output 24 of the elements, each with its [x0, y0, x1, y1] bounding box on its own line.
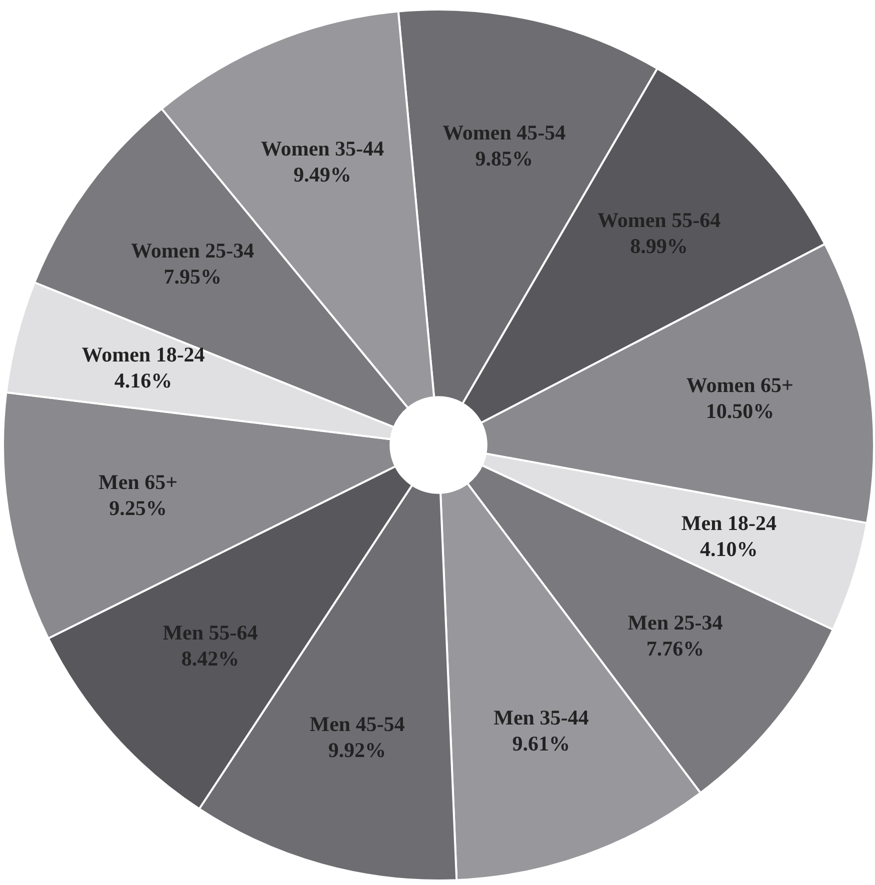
- slice-label: Women 35-44: [260, 136, 384, 161]
- slice-label: Women 55-64: [598, 208, 722, 232]
- data-label: 9.85%: [475, 146, 533, 171]
- data-label: 9.92%: [328, 738, 386, 762]
- slice-label: Men 25-34: [628, 610, 724, 634]
- slice-label: Women 25-34: [131, 238, 255, 262]
- slice-label: Men 45-54: [310, 712, 406, 736]
- data-label: 4.16%: [114, 368, 172, 392]
- data-label: 4.10%: [700, 537, 758, 562]
- slice-label: Men 18-24: [681, 511, 777, 536]
- data-label: 7.95%: [164, 264, 222, 288]
- data-label: 9.49%: [294, 162, 352, 187]
- slice-label: Women 18-24: [82, 342, 206, 366]
- data-label: 7.76%: [646, 636, 704, 660]
- slice-label: Women 45-54: [442, 120, 566, 145]
- slice-label: Men 55-64: [162, 620, 258, 644]
- data-label: 9.25%: [109, 496, 167, 520]
- slice-label: Women 65+: [686, 372, 794, 397]
- slice-label: Men 35-44: [494, 705, 590, 730]
- data-label: 8.42%: [181, 646, 240, 670]
- data-label: 9.61%: [512, 731, 570, 756]
- slice-label: Men 65+: [98, 470, 178, 494]
- data-label: 8.99%: [630, 234, 688, 258]
- data-label: 10.50%: [706, 398, 774, 423]
